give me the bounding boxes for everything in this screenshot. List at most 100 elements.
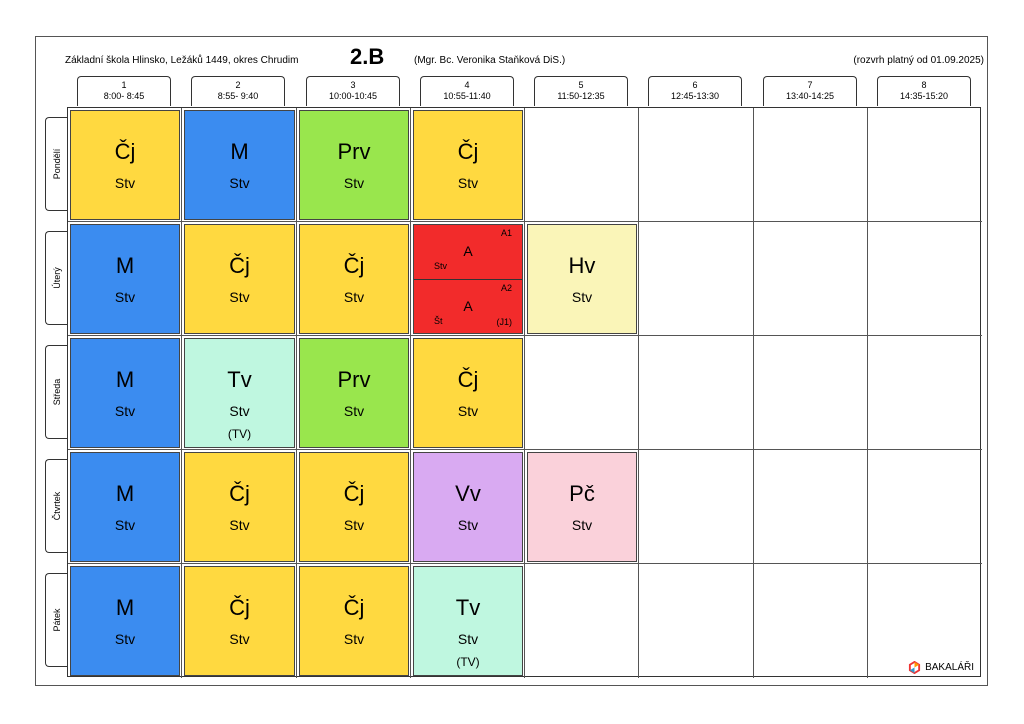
lesson-card[interactable]: Tv Stv (TV): [184, 338, 295, 448]
grid-cell: [525, 108, 639, 222]
lesson-card[interactable]: Prv Stv: [299, 110, 409, 220]
lesson-teacher: Stv: [457, 631, 479, 647]
lesson-card[interactable]: M Stv: [70, 224, 180, 334]
grid-cell: [639, 450, 754, 564]
grid-cell: [182, 222, 297, 336]
day-header: Úterý: [45, 231, 67, 325]
lesson-teacher: Stv: [571, 289, 593, 305]
lesson-subject: Hv: [568, 253, 596, 278]
lesson-subject: Čj: [343, 595, 365, 620]
lesson-card[interactable]: Pč Stv: [527, 452, 637, 562]
lesson-subject: A: [463, 243, 473, 259]
lesson-teacher: Stv: [343, 403, 365, 419]
lesson-card[interactable]: Vv Stv: [413, 452, 523, 562]
split-lesson-card[interactable]: A1 A Stv A2 A Št (J1): [413, 224, 523, 334]
lesson-card[interactable]: M Stv: [70, 566, 180, 676]
lesson-teacher: Stv: [114, 631, 136, 647]
day-label: Pátek: [51, 608, 62, 632]
day-label: Pondělí: [51, 148, 62, 180]
grid-cell: [182, 450, 297, 564]
lesson-card[interactable]: Čj Stv: [184, 566, 295, 676]
period-time: 14:35-15:20: [899, 91, 949, 101]
period-header: 4 10:55-11:40: [420, 76, 514, 106]
lesson-card[interactable]: M Stv: [70, 452, 180, 562]
timetable-grid: Čj Stv M Stv Prv Stv Čj Stv M Stv Čj Stv Čj Stv Hv Stv M…: [67, 107, 982, 678]
day-label: Čtvrtek: [51, 491, 62, 521]
day-label: Úterý: [51, 267, 62, 289]
period-number: 2: [235, 80, 241, 90]
period-header: 2 8:55- 9:40: [191, 76, 285, 106]
grid-cell: [525, 222, 639, 336]
lesson-subject: Čj: [457, 139, 479, 164]
grid-cell: [754, 336, 868, 450]
lesson-card[interactable]: Čj Stv: [413, 110, 523, 220]
grid-cell: [525, 336, 639, 450]
lesson-teacher: Stv: [114, 289, 136, 305]
lesson-teacher: Stv: [434, 261, 448, 271]
lesson-card[interactable]: Čj Stv: [413, 338, 523, 448]
lesson-teacher: Stv: [229, 175, 250, 191]
grid-cell: [411, 108, 525, 222]
lesson-subject: Čj: [343, 481, 365, 506]
lesson-subject: Pč: [569, 481, 595, 506]
period-time: 12:45-13:30: [670, 91, 720, 101]
period-number: 8: [921, 80, 927, 90]
lesson-teacher: Stv: [457, 517, 479, 533]
lesson-subject: Čj: [229, 595, 250, 620]
period-number: 3: [350, 80, 356, 90]
grid-cell: [68, 108, 182, 222]
school-name: Základní škola Hlinsko, Ležáků 1449, okr…: [65, 55, 299, 66]
bakalari-logo-icon: [909, 661, 921, 674]
lesson-card[interactable]: Čj Stv: [70, 110, 180, 220]
class-teacher: (Mgr. Bc. Veronika Staňková DiS.): [414, 55, 566, 66]
period-number: 7: [807, 80, 813, 90]
lesson-subject: M: [115, 367, 135, 392]
lesson-card[interactable]: Tv Stv (TV): [413, 566, 523, 676]
lesson-card[interactable]: Čj Stv: [299, 224, 409, 334]
grid-cell: [68, 450, 182, 564]
grid-cell: [868, 450, 982, 564]
group-name: A1: [500, 228, 512, 238]
grid-cell: [297, 222, 411, 336]
grid-cell: [297, 564, 411, 678]
class-name: 2.B: [350, 44, 385, 69]
lesson-teacher: Stv: [114, 403, 136, 419]
lesson-subject: Tv: [455, 595, 481, 620]
lesson-teacher: Stv: [343, 517, 365, 533]
lesson-room: (J1): [496, 317, 513, 327]
lesson-card[interactable]: Čj Stv: [299, 452, 409, 562]
lesson-subject: M: [230, 139, 249, 164]
day-header: Pátek: [45, 573, 67, 667]
period-header: 7 13:40-14:25: [763, 76, 857, 106]
lesson-teacher: Stv: [343, 289, 365, 305]
lesson-card[interactable]: Čj Stv: [184, 452, 295, 562]
lesson-subject: Prv: [337, 139, 371, 164]
lesson-card[interactable]: Čj Stv: [184, 224, 295, 334]
grid-cell: [639, 336, 754, 450]
day-header: Středa: [45, 345, 67, 439]
group-lesson[interactable]: A1 A Stv: [414, 225, 522, 280]
period-number: 4: [464, 80, 470, 90]
lesson-teacher: Stv: [571, 517, 593, 533]
grid-cell: [868, 336, 982, 450]
period-time: 10:55-11:40: [443, 91, 491, 101]
period-header: 6 12:45-13:30: [648, 76, 742, 106]
lesson-card[interactable]: Hv Stv: [527, 224, 637, 334]
lesson-card[interactable]: M Stv: [70, 338, 180, 448]
valid-from: (rozvrh platný od 01.09.2025): [853, 55, 984, 66]
lesson-subject: Čj: [229, 253, 250, 278]
lesson-card[interactable]: Čj Stv: [299, 566, 409, 676]
grid-cell: [297, 108, 411, 222]
group-name: A2: [500, 283, 512, 293]
group-lesson[interactable]: A2 A Št (J1): [414, 280, 522, 335]
lesson-subject: Prv: [337, 367, 371, 392]
period-number: 5: [578, 80, 584, 90]
grid-cell: [639, 108, 754, 222]
lesson-card[interactable]: Prv Stv: [299, 338, 409, 448]
lesson-card[interactable]: M Stv: [184, 110, 295, 220]
lesson-subject: M: [115, 481, 135, 506]
bakalari-logo: BAKALÁŘI: [908, 661, 974, 674]
lesson-room: (TV): [227, 427, 252, 441]
grid-cell: [868, 108, 982, 222]
grid-cell: [868, 222, 982, 336]
